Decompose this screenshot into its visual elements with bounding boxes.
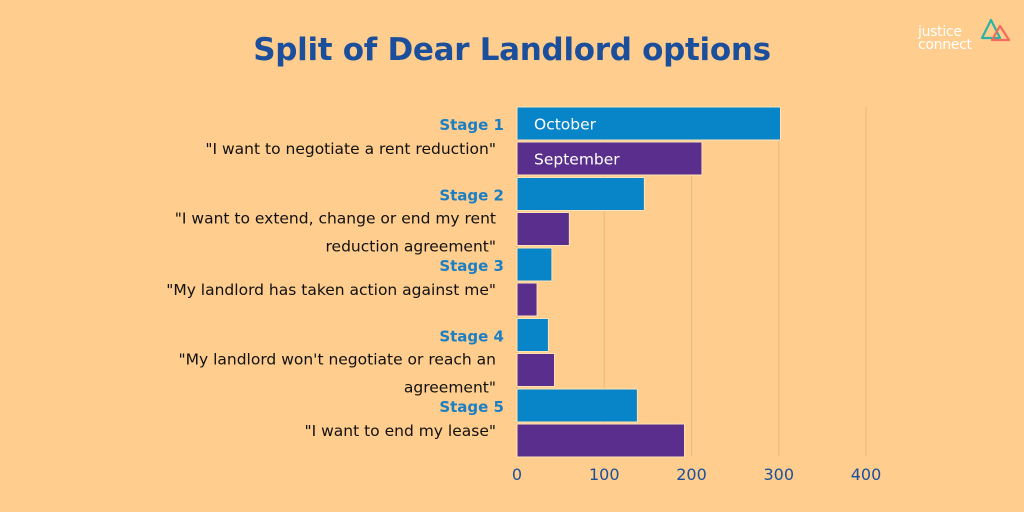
x-tick-label: 200 bbox=[676, 465, 707, 484]
logo-text-line2: connect bbox=[918, 37, 972, 53]
bar-october-stage-1 bbox=[516, 106, 781, 141]
option-description: agreement" bbox=[404, 379, 496, 397]
bar-september-stage-5 bbox=[516, 423, 686, 458]
option-description: "I want to end my lease" bbox=[304, 422, 496, 440]
chart-title: Split of Dear Landlord options bbox=[253, 32, 771, 68]
option-description: "I want to negotiate a rent reduction" bbox=[205, 140, 496, 158]
bar-september-stage-2 bbox=[516, 212, 570, 246]
option-description: reduction agreement" bbox=[326, 238, 496, 256]
bar-october-stage-2 bbox=[516, 177, 645, 211]
logo-text-line1: justice bbox=[918, 24, 962, 40]
bar-september-stage-1 bbox=[516, 141, 703, 176]
bar-september-stage-3 bbox=[516, 282, 538, 317]
logo-triangles-icon bbox=[980, 18, 1011, 42]
x-tick-label: 0 bbox=[512, 465, 522, 484]
legend-label-september: September bbox=[534, 151, 620, 169]
x-tick-label: 300 bbox=[763, 465, 794, 484]
option-description: "My landlord won't negotiate or reach an bbox=[178, 351, 496, 369]
bar-september-stage-4 bbox=[516, 353, 556, 387]
legend-label-october: October bbox=[534, 116, 597, 134]
stage-label: Stage 4 bbox=[439, 328, 504, 346]
stage-label: Stage 1 bbox=[439, 116, 504, 134]
stage-label: Stage 3 bbox=[439, 257, 504, 275]
bar-october-stage-5 bbox=[516, 388, 638, 423]
stage-label: Stage 5 bbox=[439, 398, 504, 416]
bars: October September bbox=[516, 106, 781, 458]
category-labels: Stage 1 "I want to negotiate a rent reduc… bbox=[166, 116, 504, 440]
x-tick-label: 400 bbox=[851, 465, 882, 484]
bar-october-stage-3 bbox=[516, 247, 553, 282]
x-axis-ticks: 0 100 200 300 400 bbox=[512, 465, 881, 484]
stage-label: Stage 2 bbox=[439, 187, 504, 205]
option-description: "My landlord has taken action against me… bbox=[166, 281, 496, 299]
justice-connect-logo: justice connect bbox=[912, 12, 1016, 54]
option-description: "I want to extend, change or end my rent bbox=[175, 210, 496, 228]
bar-october-stage-4 bbox=[516, 318, 549, 352]
x-tick-label: 100 bbox=[589, 465, 620, 484]
logo-text: justice connect bbox=[918, 24, 972, 53]
